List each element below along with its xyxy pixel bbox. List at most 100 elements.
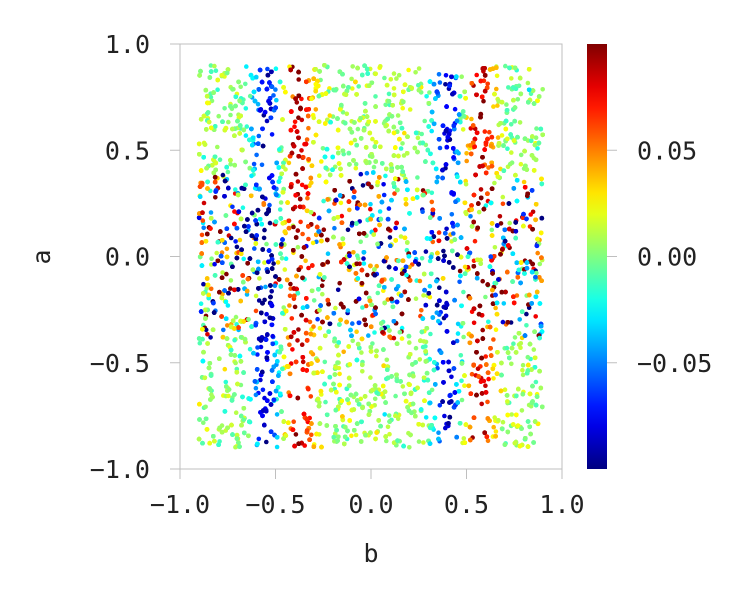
scatter-point [298,219,303,225]
scatter-point [296,77,302,82]
scatter-point [459,378,464,384]
scatter-point [495,103,500,108]
scatter-point [337,280,343,286]
scatter-point [335,360,340,365]
scatter-point [213,195,218,200]
scatter-point [288,286,294,291]
scatter-point [226,119,231,125]
scatter-point [257,276,262,281]
scatter-point [504,102,509,107]
scatter-point [360,183,366,188]
scatter-point [517,317,522,322]
scatter-point [492,245,498,250]
scatter-point [306,265,311,271]
scatter-point [292,124,297,129]
scatter-point [333,305,338,311]
scatter-point [459,74,465,79]
scatter-point [540,87,545,92]
scatter-point [310,240,316,246]
scatter-point [427,90,432,95]
scatter-point [317,325,323,331]
scatter-point [471,320,477,326]
scatter-point [392,191,397,196]
scatter-point [436,430,441,436]
scatter-point [313,107,319,112]
scatter-point [340,110,346,115]
scatter-point [349,76,354,82]
scatter-point [458,353,464,358]
scatter-point [259,162,265,168]
scatter-point [505,146,510,151]
scatter-point [393,393,398,399]
scatter-point [269,289,275,294]
scatter-point [407,445,412,450]
scatter-point [509,150,514,155]
scatter-point [232,337,237,343]
scatter-point [295,244,301,250]
scatter-point [273,87,278,92]
scatter-point [199,232,205,238]
scatter-point [286,160,292,166]
scatter-point [274,97,279,103]
scatter-point [353,161,359,167]
scatter-point [457,268,463,274]
scatter-point [483,383,488,389]
scatter-point [253,293,259,299]
scatter-point [241,256,246,262]
scatter-point [311,115,317,121]
scatter-point [460,127,466,132]
scatter-point [427,294,433,300]
scatter-point [397,330,403,335]
scatter-point [421,440,426,445]
scatter-point [258,344,264,350]
scatter-point [461,334,466,340]
scatter-point [228,112,233,118]
scatter-point [292,119,298,125]
scatter-point [493,429,499,434]
scatter-point [469,371,475,377]
scatter-point [491,337,496,342]
scatter-point [415,135,421,141]
scatter-point [507,220,512,226]
scatter-point [436,318,441,324]
scatter-point [404,247,410,253]
scatter-point [240,205,246,210]
scatter-point [350,321,355,326]
scatter-point [454,338,460,344]
scatter-point [212,261,217,267]
scatter-point [353,165,359,171]
scatter-point [485,81,491,87]
scatter-point [468,214,473,219]
scatter-point [254,152,259,158]
scatter-point [228,235,234,241]
scatter-point [345,308,351,313]
scatter-point [332,431,338,436]
scatter-point [200,218,206,223]
scatter-point [320,146,326,151]
scatter-point [472,126,478,132]
scatter-point [535,146,540,151]
scatter-point [534,126,539,131]
scatter-point [357,219,363,224]
scatter-point [378,64,383,69]
scatter-point [216,113,221,119]
scatter-point [361,261,367,266]
scatter-point [253,392,259,398]
scatter-point [320,291,325,297]
scatter-point [491,104,496,109]
scatter-point [258,377,263,383]
scatter-point [247,93,253,99]
scatter-point [249,173,254,179]
scatter-point [383,102,389,108]
scatter-point [384,357,390,363]
scatter-point [264,118,270,124]
scatter-point [323,399,328,405]
scatter-point [243,106,249,111]
scatter-point [509,412,514,417]
scatter-point [375,290,381,296]
scatter-point [225,323,230,328]
scatter-point [247,346,253,352]
scatter-point [449,212,455,217]
scatter-point [404,272,409,278]
